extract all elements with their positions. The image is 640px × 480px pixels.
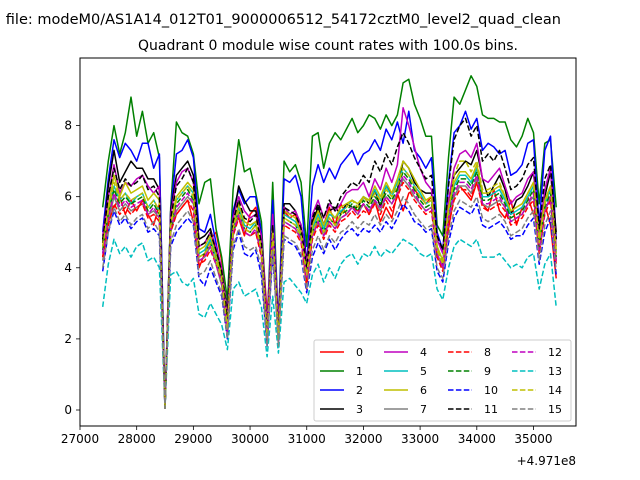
x-offset-label: +4.971e8 xyxy=(517,454,576,468)
legend-label: 0 xyxy=(356,346,363,359)
x-axis: 27000 28000 29000 30000 31000 32000 33000 34000… xyxy=(61,426,553,446)
legend-label: 1 xyxy=(356,365,363,378)
legend-label: 7 xyxy=(420,403,427,416)
y-tick-label: 6 xyxy=(64,190,72,204)
x-tick-label: 34000 xyxy=(458,432,496,446)
y-tick-label: 2 xyxy=(64,332,72,346)
legend-label: 8 xyxy=(484,346,491,359)
legend-label: 4 xyxy=(420,346,427,359)
legend-label: 13 xyxy=(548,365,562,378)
legend-label: 11 xyxy=(484,403,498,416)
series-line-6 xyxy=(101,160,557,409)
x-tick-label: 27000 xyxy=(61,432,99,446)
y-axis: 0 2 4 6 8 xyxy=(64,119,80,417)
legend-label: 3 xyxy=(356,403,363,416)
x-tick-label: 31000 xyxy=(288,432,326,446)
y-tick-label: 4 xyxy=(64,261,72,275)
x-tick-label: 35000 xyxy=(514,432,552,446)
series-line-4 xyxy=(101,107,557,409)
axes-frame xyxy=(79,57,577,427)
legend-label: 2 xyxy=(356,384,363,397)
series-line-8 xyxy=(101,181,557,409)
plot-lines xyxy=(101,75,557,409)
x-tick-label: 32000 xyxy=(344,432,382,446)
y-tick-label: 8 xyxy=(64,119,72,133)
x-tick-label: 30000 xyxy=(231,432,269,446)
legend-label: 14 xyxy=(548,384,562,397)
legend-label: 10 xyxy=(484,384,498,397)
legend-label: 5 xyxy=(420,365,427,378)
legend-box xyxy=(313,339,572,422)
x-tick-label: 33000 xyxy=(401,432,439,446)
legend-label: 15 xyxy=(548,403,562,416)
x-tick-label: 29000 xyxy=(174,432,212,446)
series-line-14 xyxy=(101,160,557,409)
series-line-12 xyxy=(101,174,557,409)
series-line-15 xyxy=(101,195,557,409)
legend-label: 12 xyxy=(548,346,562,359)
series-line-1 xyxy=(101,75,557,409)
series-line-13 xyxy=(101,238,557,409)
series-line-11 xyxy=(101,117,557,409)
series-line-2 xyxy=(101,110,557,409)
legend-label: 6 xyxy=(420,384,427,397)
suptitle: n file: modeM0/AS1A14_012T01_9000006512_… xyxy=(0,12,561,28)
y-tick-label: 0 xyxy=(64,403,72,417)
x-tick-label: 28000 xyxy=(118,432,156,446)
legend-label: 9 xyxy=(484,365,491,378)
series-line-10 xyxy=(101,203,557,409)
chart-title: Quadrant 0 module wise count rates with … xyxy=(138,38,518,54)
